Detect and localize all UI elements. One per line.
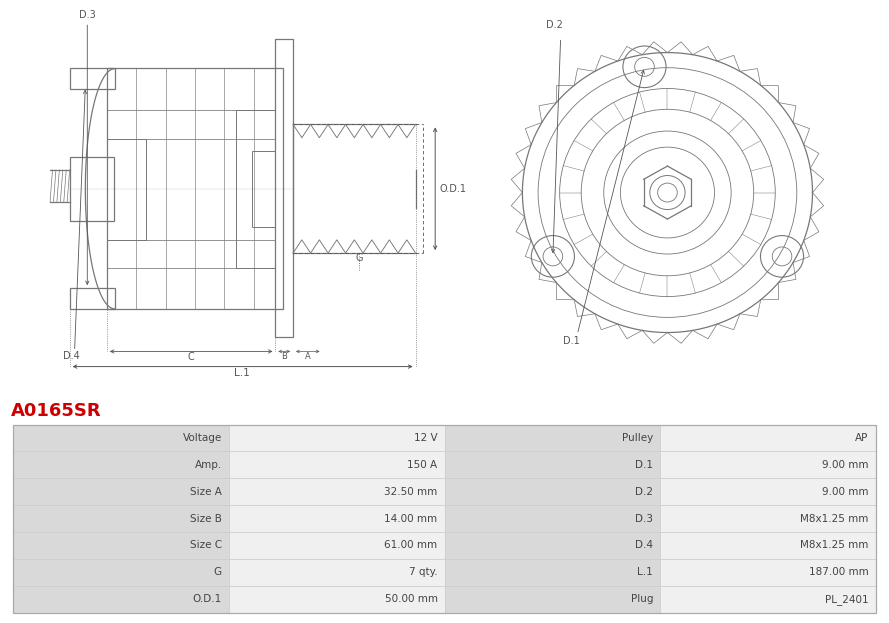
Text: Size B: Size B — [190, 513, 222, 523]
Text: 9.00 mm: 9.00 mm — [822, 487, 869, 497]
Bar — [13, 505, 228, 532]
Text: 12 V: 12 V — [414, 433, 437, 443]
Text: PL_2401: PL_2401 — [825, 594, 869, 604]
Text: O.D.1: O.D.1 — [439, 184, 466, 194]
Text: 7 qty.: 7 qty. — [409, 568, 437, 578]
Text: G: G — [356, 253, 363, 263]
Bar — [228, 425, 444, 452]
Bar — [228, 532, 444, 559]
Bar — [13, 425, 228, 452]
Text: G: G — [213, 568, 222, 578]
Text: 14.00 mm: 14.00 mm — [384, 513, 437, 523]
Bar — [107, 68, 284, 309]
Bar — [252, 151, 276, 227]
Bar — [661, 559, 876, 586]
Bar — [13, 478, 228, 505]
Bar — [444, 532, 661, 559]
Text: A: A — [305, 353, 310, 361]
Text: M8x1.25 mm: M8x1.25 mm — [800, 513, 869, 523]
Bar — [13, 532, 228, 559]
Text: Voltage: Voltage — [182, 433, 222, 443]
Bar — [444, 586, 661, 612]
Bar — [661, 452, 876, 478]
Bar — [661, 505, 876, 532]
Bar — [444, 452, 661, 478]
Text: Pulley: Pulley — [622, 433, 653, 443]
Text: Amp.: Amp. — [195, 460, 222, 470]
Text: 61.00 mm: 61.00 mm — [384, 540, 437, 550]
Text: D.1: D.1 — [635, 460, 653, 470]
Bar — [444, 425, 661, 452]
Bar — [69, 288, 115, 309]
Text: AP: AP — [855, 433, 869, 443]
Text: 32.50 mm: 32.50 mm — [384, 487, 437, 497]
Text: 50.00 mm: 50.00 mm — [385, 594, 437, 604]
Bar — [69, 156, 114, 221]
Bar — [69, 68, 115, 88]
Text: Plug: Plug — [630, 594, 653, 604]
Text: L.1: L.1 — [235, 368, 250, 378]
Text: D.3: D.3 — [79, 9, 96, 19]
Bar — [661, 478, 876, 505]
Bar — [444, 559, 661, 586]
Text: 150 A: 150 A — [407, 460, 437, 470]
Bar — [13, 425, 876, 612]
Bar — [13, 452, 228, 478]
Bar — [13, 586, 228, 612]
Text: Size A: Size A — [190, 487, 222, 497]
Text: O.D.1: O.D.1 — [193, 594, 222, 604]
Text: B: B — [281, 353, 287, 361]
Bar — [444, 478, 661, 505]
Bar — [228, 452, 444, 478]
Text: M8x1.25 mm: M8x1.25 mm — [800, 540, 869, 550]
Text: 187.00 mm: 187.00 mm — [809, 568, 869, 578]
Bar — [661, 532, 876, 559]
Text: D.2: D.2 — [635, 487, 653, 497]
Bar — [444, 505, 661, 532]
Bar — [228, 478, 444, 505]
Bar — [13, 559, 228, 586]
Text: C: C — [188, 353, 195, 363]
Bar — [661, 425, 876, 452]
Text: D.2: D.2 — [546, 20, 563, 30]
Text: 9.00 mm: 9.00 mm — [822, 460, 869, 470]
Text: L.1: L.1 — [637, 568, 653, 578]
Text: D.1: D.1 — [563, 336, 580, 346]
Text: Size C: Size C — [189, 540, 222, 550]
Text: A0165SR: A0165SR — [11, 402, 101, 420]
Text: D.4: D.4 — [63, 351, 79, 361]
Bar — [228, 505, 444, 532]
Text: D.4: D.4 — [635, 540, 653, 550]
Bar — [228, 586, 444, 612]
Bar — [661, 586, 876, 612]
Bar — [276, 39, 293, 337]
Bar — [228, 559, 444, 586]
Text: D.3: D.3 — [635, 513, 653, 523]
